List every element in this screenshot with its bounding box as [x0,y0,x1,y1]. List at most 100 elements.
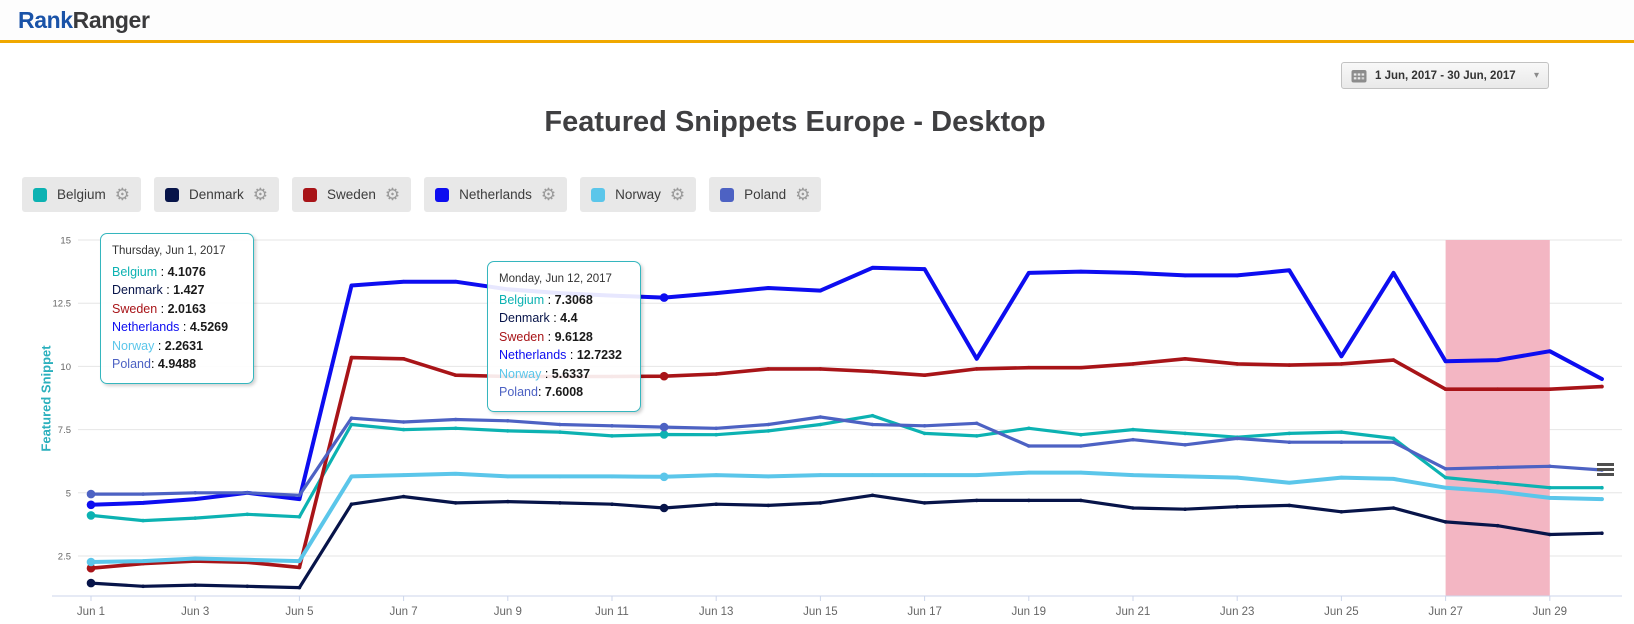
y-axis-tick-label: 12.5 [53,299,72,310]
data-point [245,558,250,562]
x-axis-tick-label: Jun 9 [494,606,522,618]
series-line-poland [89,415,1604,497]
data-point [1391,358,1396,362]
y-axis-tick-label: 7.5 [58,425,71,436]
data-point [922,501,927,505]
data-point [870,266,875,270]
legend-denmark[interactable]: Denmark ⚙ [154,177,280,212]
data-point [401,279,406,284]
data-point [766,429,771,433]
data-point [714,372,718,376]
data-point [401,427,406,432]
calendar-icon [1351,69,1367,83]
data-point [1235,273,1239,278]
data-point [297,497,302,501]
gear-icon[interactable]: ⚙ [669,185,686,204]
chart-context-menu-icon[interactable] [1597,463,1615,478]
rankranger-logo[interactable]: RankRanger [18,7,150,34]
tooltip-row: Sweden : 2.0163 [112,301,206,316]
y-axis-tick-label: 10 [60,362,71,373]
tooltip-row: Denmark : 1.427 [112,283,205,297]
x-axis-tick-label: Jun 21 [1116,606,1151,618]
data-point [193,583,197,587]
data-point [1600,384,1604,389]
data-point [1287,363,1292,367]
x-axis-tick-label: Jun 27 [1428,606,1463,618]
data-point [1131,271,1135,275]
data-point [766,422,771,427]
legend-poland[interactable]: Poland ⚙ [709,177,822,212]
data-point [506,429,510,433]
tooltip-row: Poland: 7.6008 [499,385,584,399]
page-title: Featured Snippets Europe - Desktop [544,106,1046,138]
data-point [1079,498,1083,503]
data-point [1600,497,1604,501]
date-range-picker[interactable]: 1 Jun, 2017 - 30 Jun, 2017 ▾ [1341,62,1549,89]
data-point [1131,427,1135,432]
data-point [974,367,979,371]
data-point [297,515,302,519]
data-point [349,355,354,360]
logo-ranger: Ranger [72,7,150,33]
data-point [766,503,771,508]
data-point [714,291,718,295]
tooltip-date: Thursday, Jun 1, 2017 [112,245,226,257]
data-point [714,426,718,431]
legend-label: Norway [615,187,661,202]
gear-icon[interactable]: ⚙ [252,185,269,204]
chart-tooltip: Thursday, Jun 1, 2017 Belgium : 4.1076 Den… [100,233,254,384]
data-point [193,556,197,561]
x-axis-tick-label: Jun 29 [1533,606,1568,618]
hover-marker-poland [659,422,669,432]
data-point [1548,349,1552,353]
hover-marker-belgium [86,511,96,520]
data-point [1443,387,1448,391]
legend-color-swatch [33,187,47,202]
hover-marker-sweden [86,563,96,573]
series-line-denmark [89,493,1604,590]
data-point [922,473,927,477]
data-point [922,424,927,428]
chart-area: 2.5 5 7.5 10 12.5 15 Jun 1 Jun 3 Jun 5 Jun 7 Jun 9… [0,220,1634,624]
data-point [349,474,354,479]
x-axis-tick-label: Jun 5 [285,606,313,618]
gear-icon[interactable]: ⚙ [384,185,401,204]
legend-label: Netherlands [459,187,532,202]
data-point [1027,498,1031,503]
data-point [1548,464,1552,469]
gear-icon[interactable]: ⚙ [114,185,131,204]
data-point [1600,377,1604,381]
data-point [1443,520,1448,524]
data-point [610,502,614,507]
y-axis-title: Featured Snippet [38,345,54,452]
gear-icon[interactable]: ⚙ [795,185,811,204]
data-point [245,512,250,517]
hamburger-bar [1597,463,1614,466]
data-point [1079,432,1083,437]
data-point [1495,465,1500,470]
series-line-sweden [89,355,1604,571]
legend-norway[interactable]: Norway ⚙ [580,177,697,212]
gear-icon[interactable]: ⚙ [540,185,557,204]
data-point [297,565,302,570]
legend-color-swatch [591,187,606,202]
legend-sweden[interactable]: Sweden ⚙ [292,177,412,212]
hover-marker-norway [659,472,669,482]
data-point [1548,496,1552,500]
x-axis-tick-label: Jun 13 [699,606,734,618]
legend-netherlands[interactable]: Netherlands ⚙ [424,177,568,212]
data-point [974,434,979,438]
data-point [714,502,718,507]
hover-marker-netherlands [86,500,96,510]
data-point [610,424,614,428]
legend-label: Denmark [189,187,244,202]
data-point [870,413,875,418]
data-point [870,422,875,427]
data-point [766,367,771,371]
data-point [193,491,197,495]
series-line-netherlands [89,265,1604,507]
legend-color-swatch [165,187,180,202]
x-axis-tick-label: Jun 25 [1324,606,1359,618]
legend-belgium[interactable]: Belgium ⚙ [22,177,142,212]
